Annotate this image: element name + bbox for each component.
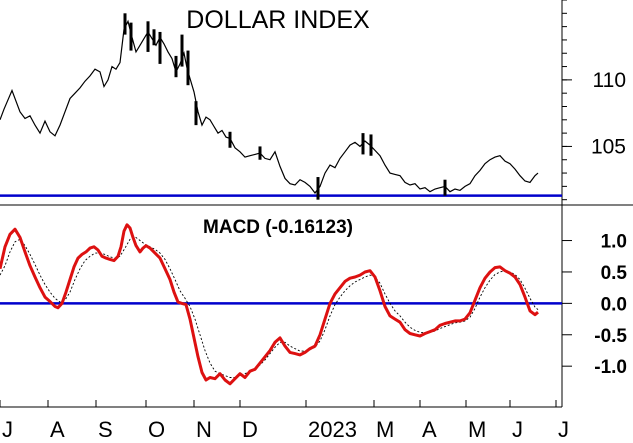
x-tick-label: M	[376, 417, 394, 442]
macd-y-tick-label: 1.0	[601, 232, 627, 253]
price-y-tick-label: 110	[593, 69, 626, 92]
x-tick-label: D	[242, 417, 258, 442]
x-tick-label: A	[422, 417, 437, 442]
price-candle	[174, 55, 178, 78]
price-candle	[186, 50, 190, 86]
price-candle	[361, 133, 365, 155]
macd-title: MACD (-0.16123)	[203, 217, 353, 238]
chart-frame	[0, 0, 633, 408]
price-candle	[158, 31, 162, 64]
price-y-ticks: 110 105	[562, 0, 626, 201]
x-axis: J A S O N D 2023 M A M J J	[0, 400, 569, 442]
price-candle	[228, 131, 232, 148]
x-tick-label: J	[512, 417, 523, 442]
chart-title: DOLLAR INDEX	[186, 6, 370, 34]
macd-y-ticks: 1.0 0.5 0.0 -0.5 -1.0	[562, 232, 628, 378]
macd-line	[0, 223, 539, 386]
price-candle	[369, 134, 373, 156]
x-tick-label: A	[50, 417, 65, 442]
price-candle	[258, 146, 262, 160]
macd-signal-line	[0, 236, 539, 378]
price-candle	[152, 29, 156, 46]
macd-y-tick-label: -0.5	[594, 326, 627, 347]
x-tick-label: M	[468, 417, 486, 442]
x-tick-label: O	[148, 417, 165, 442]
x-tick-label: J	[558, 417, 569, 442]
price-series-line	[0, 19, 539, 194]
price-candle	[123, 13, 127, 35]
price-candle	[146, 21, 150, 52]
x-tick-label: 2023	[308, 417, 357, 442]
price-candle	[129, 22, 133, 51]
x-tick-label: J	[2, 417, 13, 442]
x-tick-label: S	[98, 417, 113, 442]
price-y-tick-label: 105	[591, 135, 626, 158]
price-candle	[194, 101, 198, 126]
x-tick-label: N	[196, 417, 212, 442]
macd-y-tick-label: 0.0	[601, 294, 627, 315]
price-candle	[443, 179, 447, 196]
price-candle	[180, 34, 184, 67]
price-candle	[316, 177, 320, 200]
price-panel: DOLLAR INDEX 110 105	[0, 0, 626, 201]
macd-y-tick-label: 0.5	[601, 263, 628, 284]
price-candles	[123, 13, 447, 200]
macd-y-tick-label: -1.0	[594, 357, 627, 378]
macd-panel: MACD (-0.16123) 1.0 0.5 0.0 -0.5 -1.0	[0, 217, 628, 386]
